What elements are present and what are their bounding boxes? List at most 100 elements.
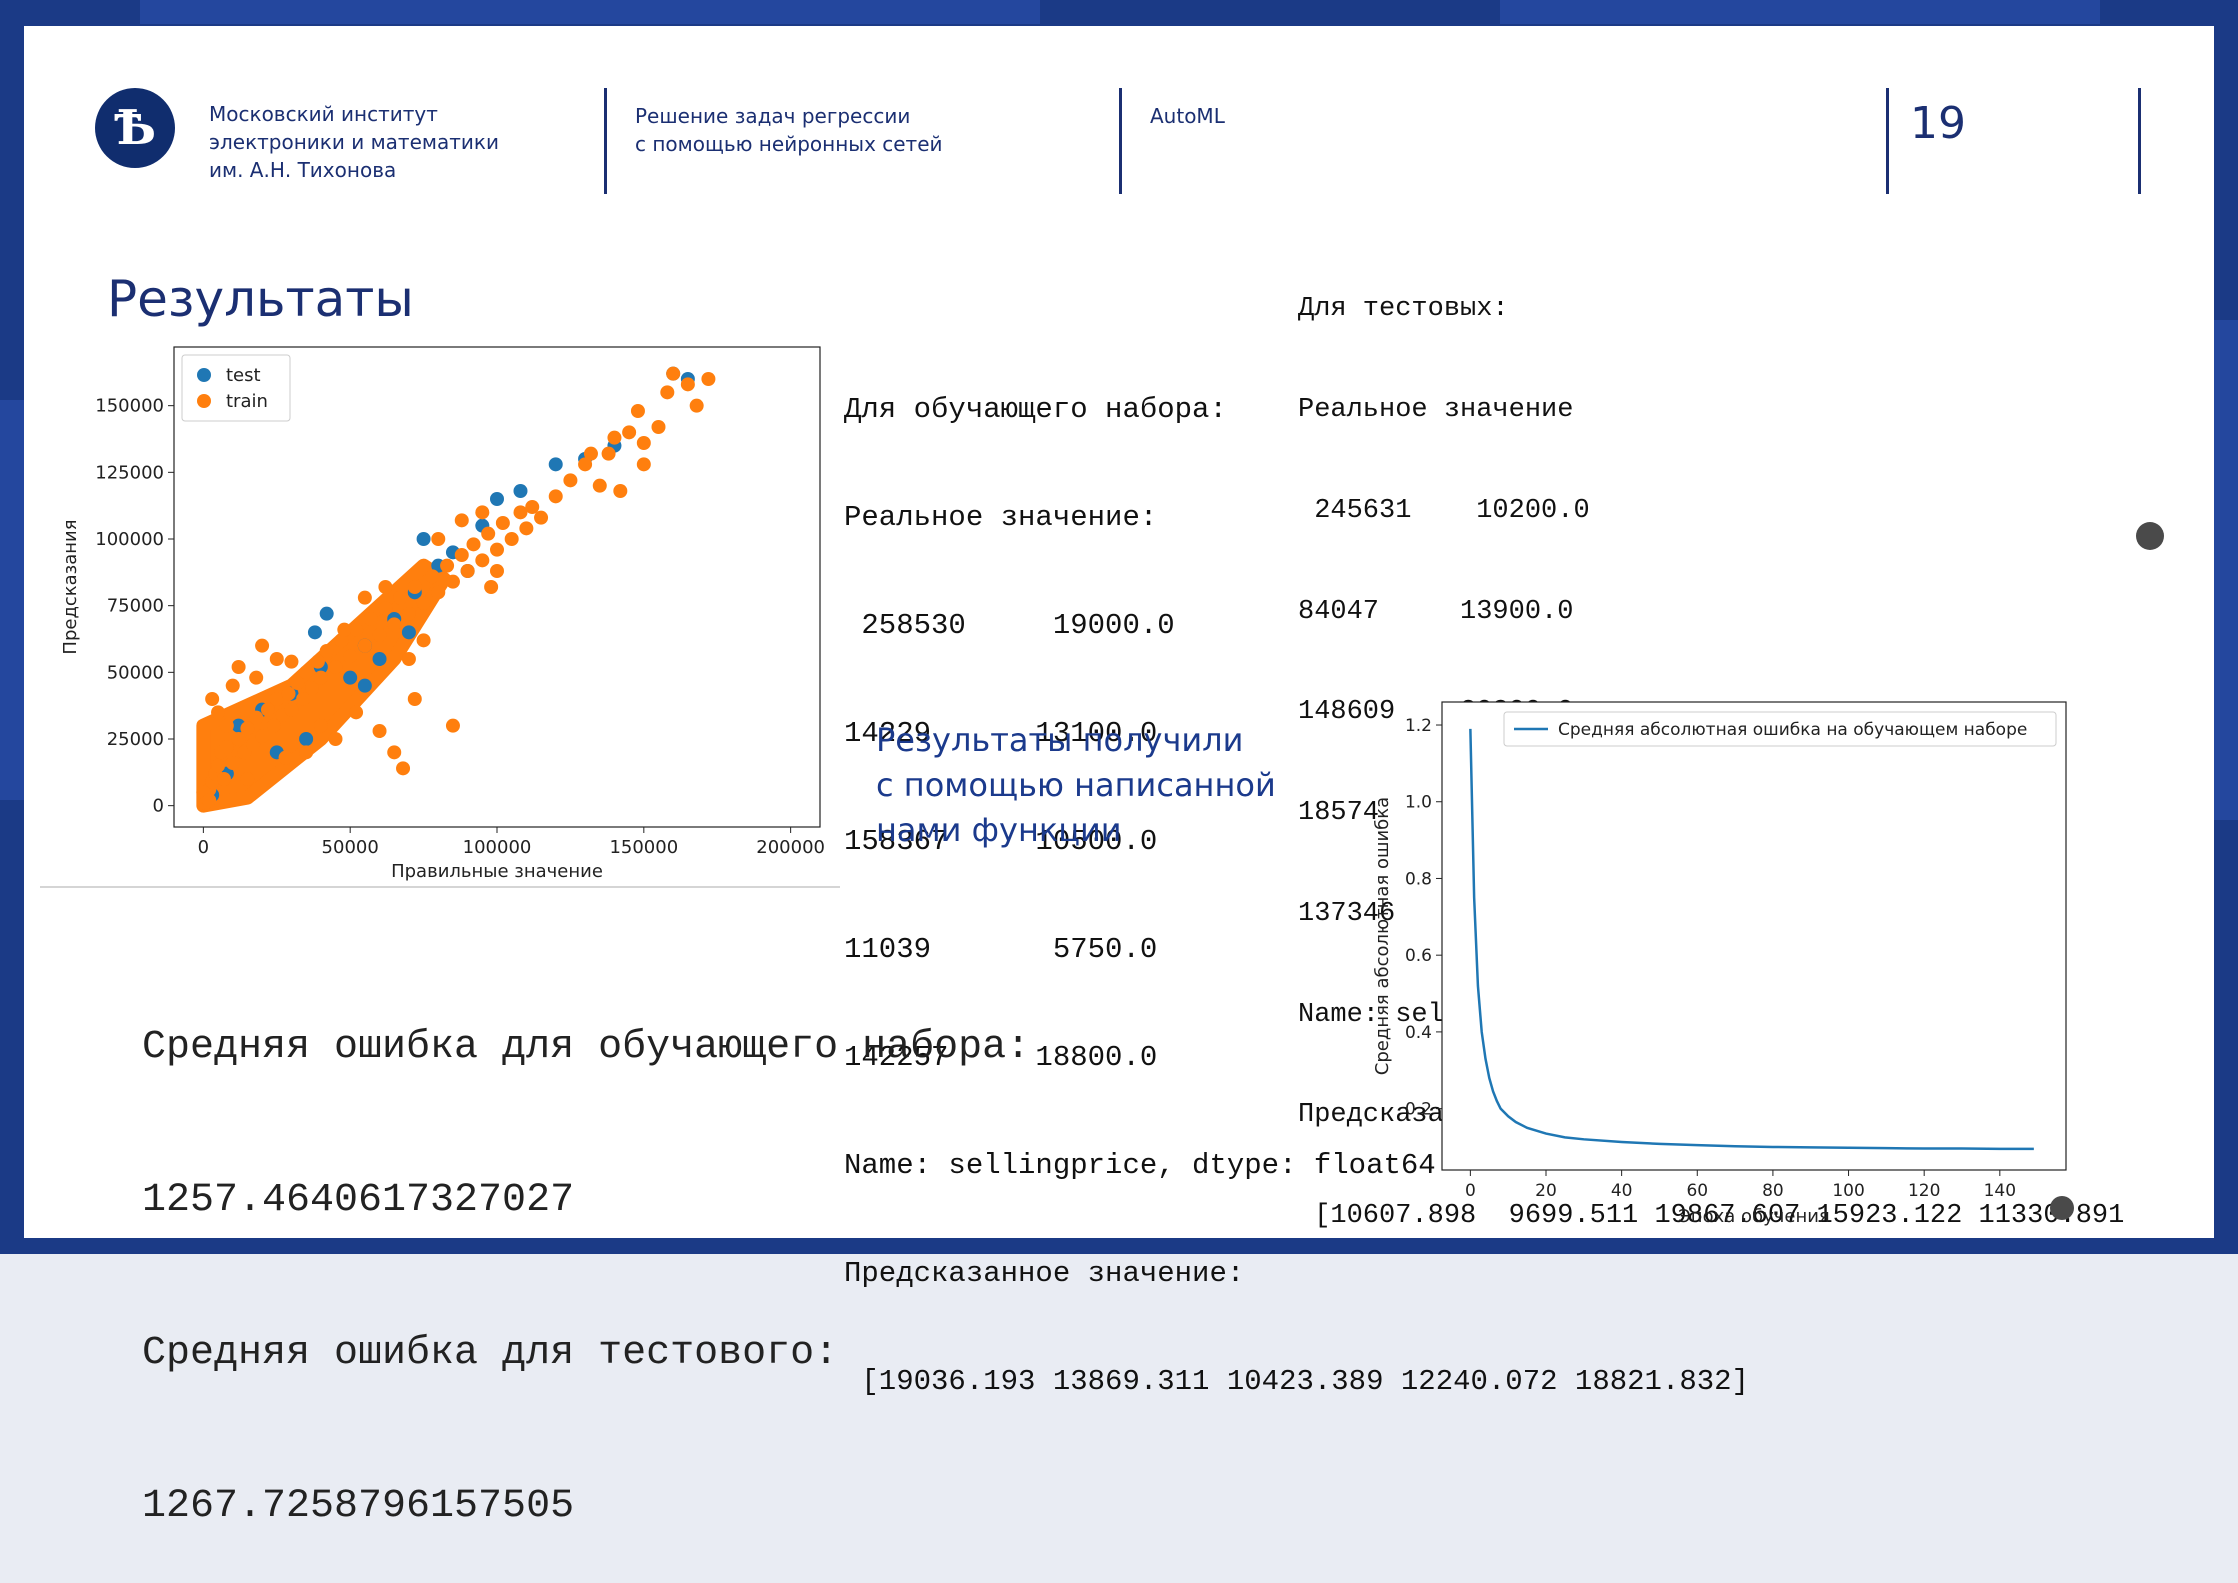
train-point	[225, 756, 240, 770]
train-point	[592, 478, 607, 493]
train-point	[401, 652, 416, 666]
x-tick-label: 20	[1535, 1181, 1557, 1201]
test-point	[513, 484, 528, 498]
train-point	[563, 473, 578, 488]
test-point	[357, 678, 372, 693]
train-point	[313, 718, 328, 733]
x-tick-label: 150000	[609, 837, 678, 858]
train-point	[299, 665, 314, 680]
train-point	[240, 772, 255, 786]
y-tick-label: 0.6	[1405, 946, 1432, 966]
error-output: Средняя ошибка для обучающего набора: 12…	[142, 920, 1030, 1583]
institute-name: Московский институт электроники и матема…	[209, 102, 499, 182]
legend-marker	[197, 394, 211, 408]
train-point	[219, 740, 234, 754]
slide-title: Результаты	[107, 270, 414, 328]
train-point	[202, 793, 217, 808]
train-point	[343, 649, 358, 664]
train-point	[357, 638, 372, 653]
train-point	[407, 692, 422, 706]
legend-marker	[197, 368, 211, 382]
train-point	[378, 580, 393, 594]
train-point	[357, 590, 372, 605]
header-divider	[1119, 88, 1122, 194]
train-point	[260, 702, 275, 717]
train-point	[601, 446, 616, 461]
train-point	[266, 718, 281, 733]
error-output-line: 1257.4640617327027	[142, 1178, 575, 1223]
topic-name: AutoML	[1150, 104, 1225, 128]
train-point	[466, 537, 481, 552]
train-output-line: 142257 18800.0	[844, 1041, 1158, 1074]
train-point	[548, 489, 563, 504]
test-point	[401, 625, 416, 640]
y-axis-label: Предсказания	[60, 519, 81, 654]
train-point	[454, 513, 469, 528]
scatter-chart: 0 50000 100000 150000 200000 0 25000 50000 75000…	[60, 346, 825, 882]
train-point	[387, 745, 402, 760]
header-divider	[1886, 88, 1889, 194]
train-output-line: 14229 13100.0	[844, 717, 1158, 750]
train-point	[525, 500, 540, 514]
copy-icon[interactable]	[2050, 1196, 2074, 1220]
frame-stripe	[140, 0, 1040, 24]
train-point	[475, 505, 490, 520]
train-output-line: Реальное значение:	[844, 501, 1158, 534]
x-tick-label: 200000	[756, 837, 825, 858]
train-point	[211, 705, 226, 720]
train-output-line: 158367 10500.0	[844, 825, 1158, 858]
train-point	[255, 638, 270, 653]
train-point	[372, 628, 387, 642]
train-point	[205, 692, 220, 706]
test-point	[343, 670, 358, 685]
x-axis-label: Эпоха обучения	[1678, 1206, 1830, 1227]
train-point	[401, 606, 416, 621]
frame-stripe	[1500, 0, 2100, 24]
error-output-line: Средняя ошибка для обучающего набора:	[142, 1025, 1031, 1070]
loss-line-chart: 0 20 40 60 80 100 120 140 0.2 0.4 0.6 0.8 1.0 1.2 Эпох…	[1372, 701, 2067, 1227]
train-point	[460, 564, 475, 578]
x-tick-label: 40	[1611, 1181, 1633, 1201]
legend-label: test	[226, 365, 261, 386]
train-point	[349, 622, 364, 637]
x-tick-label: 80	[1762, 1181, 1784, 1201]
y-tick-label: 75000	[107, 596, 164, 617]
train-point	[490, 564, 504, 578]
train-point	[349, 705, 364, 720]
train-point	[481, 526, 496, 541]
train-point	[660, 385, 675, 400]
train-point	[296, 692, 311, 706]
train-point	[689, 398, 704, 413]
train-point	[231, 660, 246, 674]
train-point	[513, 505, 528, 520]
train-point	[281, 686, 296, 701]
x-tick-label: 60	[1686, 1181, 1708, 1201]
train-point	[534, 510, 549, 525]
copy-icon[interactable]	[2136, 522, 2164, 550]
train-point	[636, 436, 651, 450]
train-point	[278, 750, 293, 765]
train-point	[225, 678, 240, 693]
train-point	[337, 622, 352, 637]
train-point	[651, 420, 666, 434]
train-point	[255, 729, 270, 744]
train-point	[440, 558, 455, 573]
train-point	[407, 580, 422, 594]
train-point	[269, 692, 284, 706]
test-output-line: 245631 10200.0	[1298, 495, 1590, 526]
frame-stripe	[2214, 320, 2238, 820]
scatter-points	[196, 366, 716, 810]
x-tick-label: 0	[198, 837, 209, 858]
train-point	[484, 580, 499, 594]
test-output-line: 84047 13900.0	[1298, 596, 1574, 627]
note-text: Результаты получили с помощью написанной…	[876, 721, 1276, 849]
divider-line	[40, 886, 840, 888]
test-point	[307, 625, 322, 640]
train-point	[495, 516, 510, 530]
train-point	[680, 377, 695, 392]
train-point	[299, 745, 314, 760]
train-point	[431, 585, 446, 600]
train-output-line: Name: sellingprice, dtype: float64	[844, 1149, 1436, 1182]
train-point	[454, 548, 469, 562]
x-axis-label: Правильные значение	[391, 861, 603, 882]
